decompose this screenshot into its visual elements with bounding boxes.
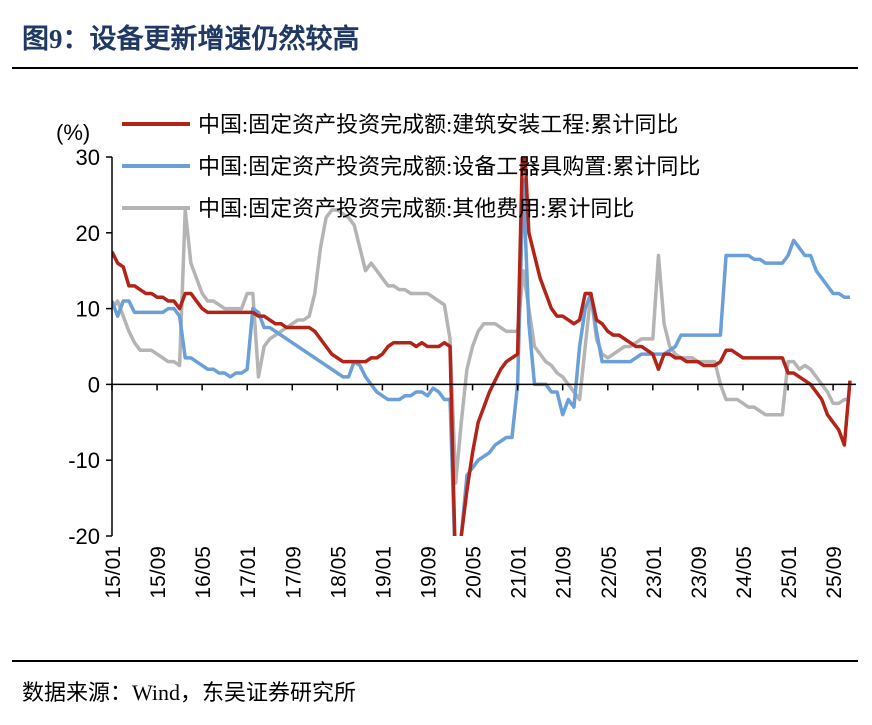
y-axis-label: (%) — [56, 120, 90, 145]
source: 数据来源：Wind，东吴证券研究所 — [22, 680, 356, 705]
x-tick-label: 25/09 — [823, 546, 846, 599]
x-tick-label: 21/09 — [553, 546, 576, 599]
y-tick-label: 10 — [76, 297, 100, 322]
x-tick-label: 23/09 — [688, 546, 711, 599]
chart-title: 图9：设备更新增速仍然较高 — [22, 23, 360, 54]
x-tick-label: 17/09 — [282, 546, 305, 599]
x-tick-label: 25/01 — [778, 546, 801, 599]
x-tick-label: 19/09 — [417, 546, 440, 599]
x-tick-label: 18/05 — [327, 546, 350, 599]
y-tick-label: -10 — [68, 448, 100, 473]
y-tick-label: -20 — [68, 524, 100, 549]
y-tick-label: 20 — [76, 221, 100, 246]
y-tick-label: 30 — [76, 145, 100, 170]
plot-area — [112, 157, 852, 536]
x-tick-label: 19/01 — [372, 546, 395, 599]
x-tick-label: 17/01 — [237, 546, 260, 599]
series-line — [112, 157, 852, 536]
x-tick-label: 23/01 — [643, 546, 666, 599]
x-tick-label: 15/09 — [147, 546, 170, 599]
x-tick-label: 22/05 — [598, 546, 621, 599]
legend-label: 中国:固定资产投资完成额:其他费用:累计同比 — [198, 196, 634, 221]
x-tick-label: 24/05 — [733, 546, 756, 599]
legend-label: 中国:固定资产投资完成额:建筑安装工程:累计同比 — [198, 112, 678, 137]
y-tick-label: 0 — [88, 372, 100, 397]
series-line — [112, 177, 850, 536]
x-tick-label: 20/05 — [463, 546, 486, 599]
x-tick-label: 21/01 — [508, 546, 531, 599]
x-tick-label: 16/05 — [192, 546, 215, 599]
x-tick-label: 15/01 — [102, 546, 125, 599]
series-line — [112, 208, 850, 485]
legend-label: 中国:固定资产投资完成额:设备工器具购置:累计同比 — [198, 154, 700, 179]
